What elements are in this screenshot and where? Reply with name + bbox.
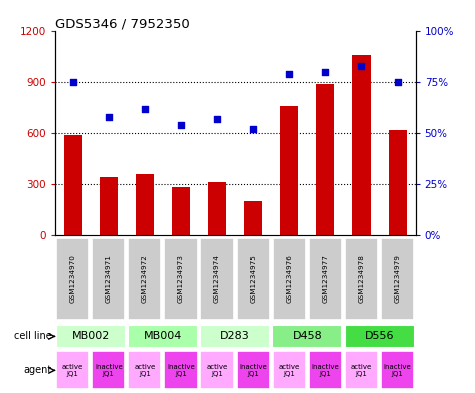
Bar <box>344 325 415 348</box>
Text: GSM1234977: GSM1234977 <box>323 254 328 303</box>
Text: inactive
JQ1: inactive JQ1 <box>95 364 123 377</box>
Bar <box>128 238 162 320</box>
Text: inactive
JQ1: inactive JQ1 <box>167 364 195 377</box>
Bar <box>100 177 118 235</box>
Bar <box>56 238 89 320</box>
Point <box>141 105 149 112</box>
Point <box>105 114 113 120</box>
Text: agent: agent <box>23 365 52 375</box>
Text: GSM1234975: GSM1234975 <box>250 254 256 303</box>
Bar <box>200 238 234 320</box>
Text: active
JQ1: active JQ1 <box>279 364 300 377</box>
Text: GSM1234971: GSM1234971 <box>106 254 112 303</box>
Text: GSM1234976: GSM1234976 <box>286 254 292 303</box>
Bar <box>92 351 125 389</box>
Text: GSM1234972: GSM1234972 <box>142 254 148 303</box>
Bar <box>237 351 270 389</box>
Text: active
JQ1: active JQ1 <box>134 364 155 377</box>
Bar <box>164 351 198 389</box>
Point <box>358 63 365 69</box>
Bar <box>208 182 226 235</box>
Bar <box>381 351 414 389</box>
Bar <box>237 238 270 320</box>
Point <box>69 79 76 85</box>
Bar <box>381 238 414 320</box>
Text: cell line: cell line <box>14 331 52 342</box>
Bar <box>56 325 126 348</box>
Bar <box>164 238 198 320</box>
Point <box>394 79 401 85</box>
Bar <box>345 238 378 320</box>
Bar <box>345 351 378 389</box>
Bar <box>92 238 125 320</box>
Point <box>322 69 329 75</box>
Point <box>177 122 185 128</box>
Bar <box>64 135 82 235</box>
Bar <box>309 238 342 320</box>
Text: GDS5346 / 7952350: GDS5346 / 7952350 <box>55 17 190 30</box>
Text: MB004: MB004 <box>144 331 182 342</box>
Text: GSM1234979: GSM1234979 <box>395 254 400 303</box>
Text: GSM1234973: GSM1234973 <box>178 254 184 303</box>
Bar <box>280 106 298 235</box>
Text: GSM1234970: GSM1234970 <box>70 254 76 303</box>
Bar <box>272 325 342 348</box>
Bar <box>309 351 342 389</box>
Text: MB002: MB002 <box>72 331 110 342</box>
Text: GSM1234974: GSM1234974 <box>214 254 220 303</box>
Bar <box>352 55 370 235</box>
Bar <box>136 174 154 235</box>
Text: active
JQ1: active JQ1 <box>62 364 83 377</box>
Text: active
JQ1: active JQ1 <box>207 364 228 377</box>
Text: D458: D458 <box>293 331 322 342</box>
Text: inactive
JQ1: inactive JQ1 <box>239 364 267 377</box>
Text: active
JQ1: active JQ1 <box>351 364 372 377</box>
Bar <box>56 351 89 389</box>
Point <box>285 71 293 77</box>
Text: D556: D556 <box>365 331 394 342</box>
Point <box>249 126 257 132</box>
Bar <box>273 238 306 320</box>
Bar <box>316 84 334 235</box>
Bar <box>273 351 306 389</box>
Bar <box>244 201 262 235</box>
Bar <box>200 351 234 389</box>
Bar <box>128 351 162 389</box>
Bar <box>200 325 270 348</box>
Point <box>213 116 221 122</box>
Bar <box>128 325 198 348</box>
Bar <box>172 187 190 235</box>
Text: D283: D283 <box>220 331 250 342</box>
Text: inactive
JQ1: inactive JQ1 <box>384 364 411 377</box>
Text: inactive
JQ1: inactive JQ1 <box>312 364 339 377</box>
Bar <box>389 130 407 235</box>
Text: GSM1234978: GSM1234978 <box>359 254 364 303</box>
